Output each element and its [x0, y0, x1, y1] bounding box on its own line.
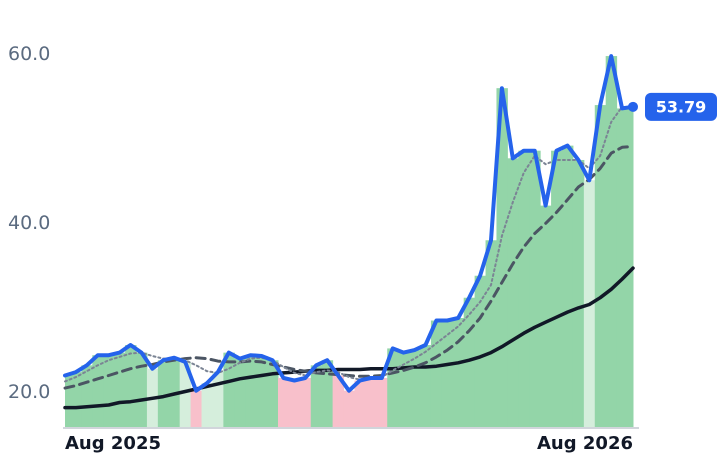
area-bar	[387, 348, 399, 427]
x-tick-label: Aug 2025	[65, 433, 161, 454]
area-bar	[299, 377, 312, 427]
area-bar	[223, 352, 235, 427]
area-bar	[463, 297, 476, 427]
area-bar	[518, 150, 530, 427]
area-bar	[103, 355, 115, 427]
x-tick-label: Aug 2026	[537, 433, 633, 454]
line-series	[63, 54, 635, 393]
y-tick-label: 60.0	[8, 43, 50, 65]
area-bar	[452, 317, 465, 427]
area-bar	[310, 365, 323, 427]
area-bar	[114, 352, 126, 427]
y-tick-label: 40.0	[8, 212, 50, 234]
area-bar	[474, 275, 487, 427]
area-bar	[354, 380, 366, 427]
area-bar	[420, 345, 432, 427]
area-bar	[594, 105, 607, 427]
value-label: 53.79	[656, 97, 707, 116]
area-bar	[65, 375, 71, 427]
line-series	[64, 105, 634, 383]
area-bar	[507, 158, 519, 427]
area-bar	[529, 150, 541, 427]
y-tick-label: 20.0	[8, 381, 50, 403]
area-bar	[332, 375, 345, 427]
area-bar	[540, 205, 552, 427]
area-bar	[278, 377, 290, 427]
area-bar	[81, 365, 93, 427]
area-bar	[496, 88, 508, 427]
area-bar	[125, 345, 137, 427]
area-bar	[256, 356, 268, 427]
last-point	[628, 101, 638, 112]
area-bar	[572, 159, 585, 428]
area-bar	[201, 383, 213, 427]
area-bar	[321, 360, 334, 427]
line-series	[63, 266, 635, 410]
area-bar	[430, 320, 443, 427]
area-bar	[551, 150, 563, 427]
area-bar	[179, 361, 192, 427]
area-bar	[365, 377, 377, 427]
area-bar	[234, 358, 246, 427]
area-bar	[616, 108, 629, 427]
area-bar	[70, 372, 82, 427]
area-bar	[245, 355, 257, 427]
area-bar	[398, 352, 410, 427]
area-bar	[376, 377, 388, 427]
area-bar	[562, 145, 574, 428]
value-pill	[645, 92, 717, 121]
area-bar	[485, 240, 497, 427]
area-bar	[157, 360, 170, 427]
area-bar	[627, 106, 634, 428]
area-bar	[409, 350, 421, 427]
area-bar	[605, 56, 618, 427]
area-bar	[343, 390, 355, 427]
area-bar	[136, 352, 148, 427]
area-bar	[92, 355, 104, 427]
area-bar	[267, 360, 279, 427]
area-bar	[288, 380, 301, 427]
area-bar	[190, 390, 203, 427]
area-bar	[441, 320, 454, 427]
area-bar	[212, 372, 224, 427]
